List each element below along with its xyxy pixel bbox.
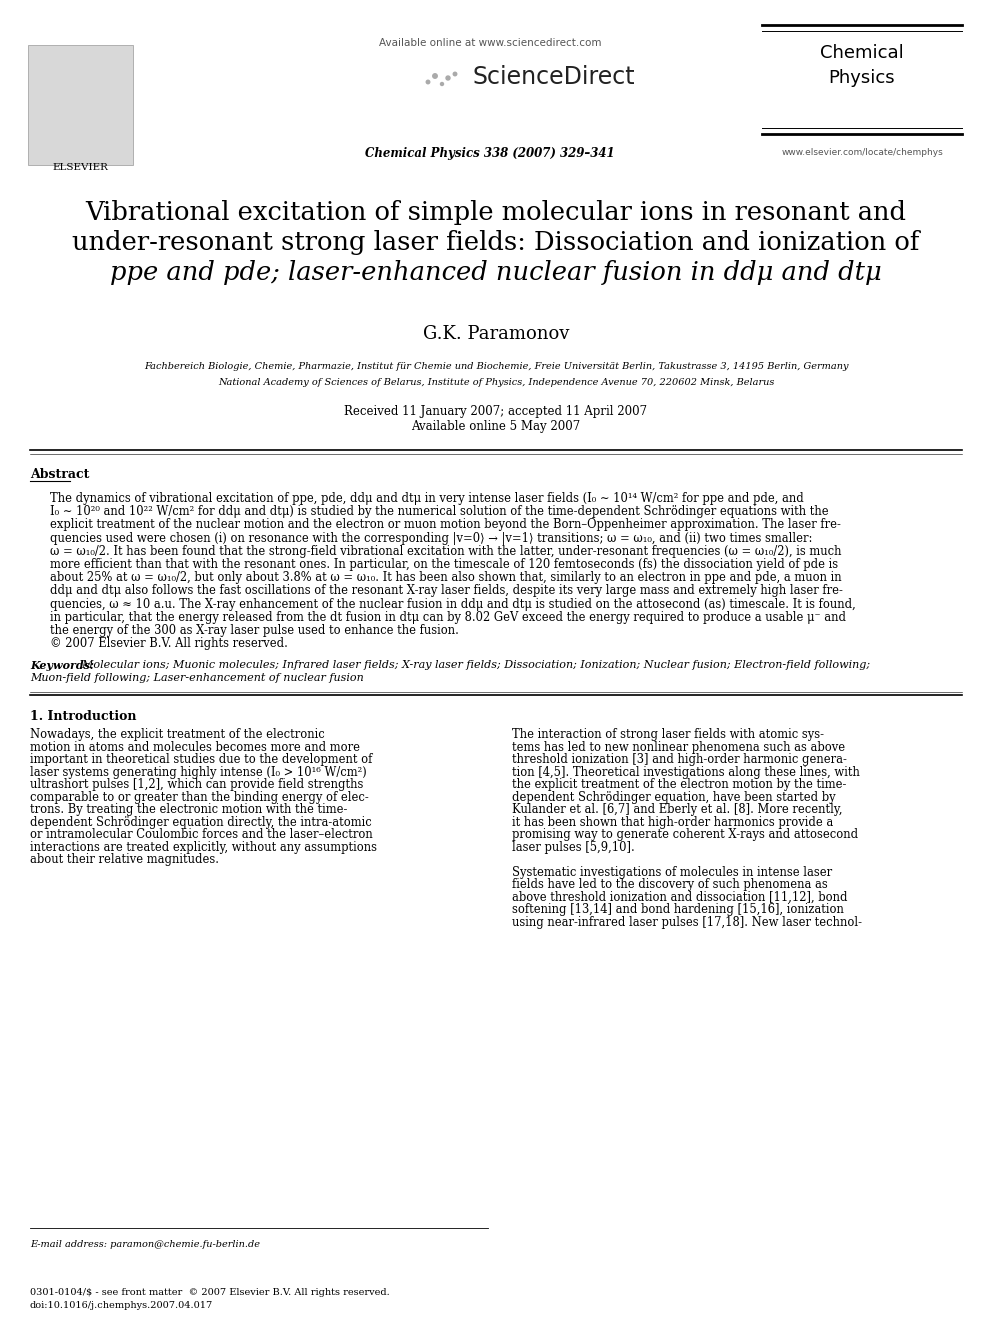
Circle shape bbox=[453, 73, 456, 75]
Text: ScienceDirect: ScienceDirect bbox=[472, 65, 635, 89]
Text: threshold ionization [3] and high-order harmonic genera-: threshold ionization [3] and high-order … bbox=[512, 753, 847, 766]
Text: using near-infrared laser pulses [17,18]. New laser technol-: using near-infrared laser pulses [17,18]… bbox=[512, 916, 862, 929]
Text: E-mail address: paramon@chemie.fu-berlin.de: E-mail address: paramon@chemie.fu-berlin… bbox=[30, 1240, 260, 1249]
Text: quencies used were chosen (i) on resonance with the corresponding |v=0⟩ → |v=1⟩ : quencies used were chosen (i) on resonan… bbox=[50, 532, 812, 545]
Text: Available online 5 May 2007: Available online 5 May 2007 bbox=[412, 419, 580, 433]
Text: Nowadays, the explicit treatment of the electronic: Nowadays, the explicit treatment of the … bbox=[30, 729, 324, 741]
Circle shape bbox=[446, 75, 450, 79]
Circle shape bbox=[433, 74, 437, 78]
Text: the energy of the 300 as X-ray laser pulse used to enhance the fusion.: the energy of the 300 as X-ray laser pul… bbox=[50, 624, 459, 636]
Text: Vibrational excitation of simple molecular ions in resonant and: Vibrational excitation of simple molecul… bbox=[85, 200, 907, 225]
Text: ppe and pde; laser-enhanced nuclear fusion in ddμ and dtμ: ppe and pde; laser-enhanced nuclear fusi… bbox=[110, 261, 882, 284]
Text: under-resonant strong laser fields: Dissociation and ionization of: under-resonant strong laser fields: Diss… bbox=[72, 230, 920, 255]
Text: explicit treatment of the nuclear motion and the electron or muon motion beyond : explicit treatment of the nuclear motion… bbox=[50, 519, 841, 532]
Text: 0301-0104/$ - see front matter  © 2007 Elsevier B.V. All rights reserved.: 0301-0104/$ - see front matter © 2007 El… bbox=[30, 1289, 390, 1297]
Text: National Academy of Sciences of Belarus, Institute of Physics, Independence Aven: National Academy of Sciences of Belarus,… bbox=[218, 378, 774, 388]
Text: tems has led to new nonlinear phenomena such as above: tems has led to new nonlinear phenomena … bbox=[512, 741, 845, 754]
Text: Available online at www.sciencedirect.com: Available online at www.sciencedirect.co… bbox=[379, 38, 601, 48]
Text: about their relative magnitudes.: about their relative magnitudes. bbox=[30, 853, 219, 867]
Text: Chemical Physics 338 (2007) 329–341: Chemical Physics 338 (2007) 329–341 bbox=[365, 147, 615, 160]
Text: doi:10.1016/j.chemphys.2007.04.017: doi:10.1016/j.chemphys.2007.04.017 bbox=[30, 1301, 213, 1310]
Text: motion in atoms and molecules becomes more and more: motion in atoms and molecules becomes mo… bbox=[30, 741, 360, 754]
Text: more efficient than that with the resonant ones. In particular, on the timescale: more efficient than that with the resona… bbox=[50, 558, 838, 572]
Text: dependent Schrödinger equation directly, the intra-atomic: dependent Schrödinger equation directly,… bbox=[30, 816, 372, 830]
Text: it has been shown that high-order harmonics provide a: it has been shown that high-order harmon… bbox=[512, 816, 833, 830]
Text: Kulander et al. [6,7] and Eberly et al. [8]. More recently,: Kulander et al. [6,7] and Eberly et al. … bbox=[512, 803, 842, 816]
Text: Muon-field following; Laser-enhancement of nuclear fusion: Muon-field following; Laser-enhancement … bbox=[30, 673, 364, 684]
Text: The dynamics of vibrational excitation of ppe, pde, ddμ and dtμ in very intense : The dynamics of vibrational excitation o… bbox=[50, 492, 804, 505]
Text: softening [13,14] and bond hardening [15,16], ionization: softening [13,14] and bond hardening [15… bbox=[512, 904, 844, 917]
Text: above threshold ionization and dissociation [11,12], bond: above threshold ionization and dissociat… bbox=[512, 890, 847, 904]
Text: ELSEVIER: ELSEVIER bbox=[52, 163, 108, 172]
Text: promising way to generate coherent X-rays and attosecond: promising way to generate coherent X-ray… bbox=[512, 828, 858, 841]
Text: quencies, ω ≈ 10 a.u. The X-ray enhancement of the nuclear fusion in ddμ and dtμ: quencies, ω ≈ 10 a.u. The X-ray enhancem… bbox=[50, 598, 856, 611]
Text: the explicit treatment of the electron motion by the time-: the explicit treatment of the electron m… bbox=[512, 778, 846, 791]
Text: ultrashort pulses [1,2], which can provide field strengths: ultrashort pulses [1,2], which can provi… bbox=[30, 778, 363, 791]
Text: www.elsevier.com/locate/chemphys: www.elsevier.com/locate/chemphys bbox=[781, 148, 942, 157]
Text: Fachbereich Biologie, Chemie, Pharmazie, Institut für Chemie und Biochemie, Frei: Fachbereich Biologie, Chemie, Pharmazie,… bbox=[144, 363, 848, 370]
Text: trons. By treating the electronic motion with the time-: trons. By treating the electronic motion… bbox=[30, 803, 347, 816]
Circle shape bbox=[427, 81, 430, 83]
Text: I₀ ∼ 10²⁰ and 10²² W/cm² for ddμ and dtμ) is studied by the numerical solution o: I₀ ∼ 10²⁰ and 10²² W/cm² for ddμ and dtμ… bbox=[50, 505, 828, 519]
Text: Molecular ions; Muonic molecules; Infrared laser fields; X-ray laser fields; Dis: Molecular ions; Muonic molecules; Infrar… bbox=[75, 660, 870, 671]
Text: laser systems generating highly intense (I₀ > 10¹⁶ W/cm²): laser systems generating highly intense … bbox=[30, 766, 367, 779]
Text: Chemical
Physics: Chemical Physics bbox=[820, 44, 904, 87]
Text: ω = ω₁₀/2. It has been found that the strong-field vibrational excitation with t: ω = ω₁₀/2. It has been found that the st… bbox=[50, 545, 841, 558]
Text: interactions are treated explicitly, without any assumptions: interactions are treated explicitly, wit… bbox=[30, 841, 377, 853]
Text: comparable to or greater than the binding energy of elec-: comparable to or greater than the bindin… bbox=[30, 791, 369, 804]
Text: fields have led to the discovery of such phenomena as: fields have led to the discovery of such… bbox=[512, 878, 827, 892]
Text: laser pulses [5,9,10].: laser pulses [5,9,10]. bbox=[512, 841, 635, 853]
Bar bbox=[28, 45, 133, 165]
Text: © 2007 Elsevier B.V. All rights reserved.: © 2007 Elsevier B.V. All rights reserved… bbox=[50, 638, 288, 650]
Text: dependent Schrödinger equation, have been started by: dependent Schrödinger equation, have bee… bbox=[512, 791, 835, 804]
Text: or intramolecular Coulombic forces and the laser–electron: or intramolecular Coulombic forces and t… bbox=[30, 828, 373, 841]
Text: G.K. Paramonov: G.K. Paramonov bbox=[423, 325, 569, 343]
Text: Received 11 January 2007; accepted 11 April 2007: Received 11 January 2007; accepted 11 Ap… bbox=[344, 405, 648, 418]
Text: 1. Introduction: 1. Introduction bbox=[30, 710, 137, 724]
Text: The interaction of strong laser fields with atomic sys-: The interaction of strong laser fields w… bbox=[512, 729, 824, 741]
Circle shape bbox=[440, 82, 443, 86]
Text: tion [4,5]. Theoretical investigations along these lines, with: tion [4,5]. Theoretical investigations a… bbox=[512, 766, 860, 779]
Text: Keywords:: Keywords: bbox=[30, 660, 94, 671]
Text: important in theoretical studies due to the development of: important in theoretical studies due to … bbox=[30, 753, 372, 766]
Text: in particular, that the energy released from the dt fusion in dtμ can by 8.02 Ge: in particular, that the energy released … bbox=[50, 611, 846, 624]
Text: about 25% at ω = ω₁₀/2, but only about 3.8% at ω = ω₁₀. It has been also shown t: about 25% at ω = ω₁₀/2, but only about 3… bbox=[50, 572, 841, 585]
Text: Systematic investigations of molecules in intense laser: Systematic investigations of molecules i… bbox=[512, 865, 832, 878]
Text: ddμ and dtμ also follows the fast oscillations of the resonant X-ray laser field: ddμ and dtμ also follows the fast oscill… bbox=[50, 585, 843, 598]
Text: Abstract: Abstract bbox=[30, 468, 89, 482]
